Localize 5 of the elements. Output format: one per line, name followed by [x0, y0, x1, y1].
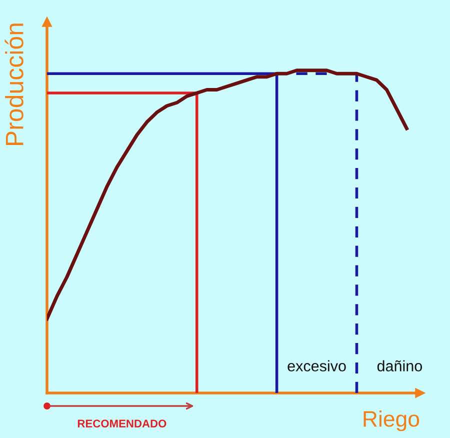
text: RECOMENDADO	[78, 420, 166, 428]
annotation: excesivo	[288, 360, 346, 372]
x-axis-title: Riego	[364, 410, 420, 432]
y-axis-title: Producción	[4, 24, 24, 146]
annotation: dañino	[377, 360, 422, 372]
